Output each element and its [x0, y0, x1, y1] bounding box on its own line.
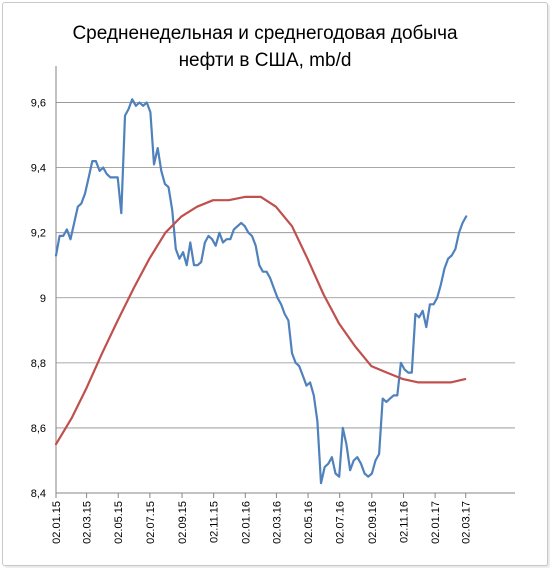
y-tick-label: 9,6 — [31, 98, 46, 110]
x-tick-label: 02.01.16 — [240, 501, 252, 544]
x-tick-label: 02.07.15 — [145, 501, 157, 544]
x-tick-label: 02.03.16 — [271, 501, 283, 544]
x-tick-label: 02.09.15 — [177, 501, 189, 544]
y-tick-label: 9,4 — [31, 163, 46, 175]
y-tick-label: 9,2 — [31, 228, 46, 240]
x-tick-label: 02.05.15 — [113, 501, 125, 544]
chart-title-line-1: Средненедельная и среднегодовая добыча — [72, 23, 458, 44]
y-tick-label: 8,4 — [31, 488, 46, 500]
gridlines — [56, 102, 515, 429]
x-tick-label: 02.05.16 — [303, 501, 315, 544]
series-lines — [54, 98, 468, 485]
x-tick-label: 02.09.16 — [367, 501, 379, 544]
y-tick-label: 8,6 — [31, 423, 46, 435]
x-tick-label: 02.01.15 — [51, 501, 63, 544]
x-axis-ticks: 02.01.15 02.03.15 02.05.15 02.07.15 02.09.15… — [51, 493, 473, 544]
x-tick-label: 02.11.15 — [209, 501, 221, 543]
x-tick-label: 02.03.17 — [461, 501, 473, 544]
y-axis-ticks: 8,4 8,6 8,8 9 9,2 9,4 9,6 — [31, 98, 46, 500]
x-tick-label: 02.03.15 — [82, 501, 94, 544]
chart-title-line-2: нефти в США, mb/d — [178, 50, 352, 71]
x-tick-label: 02.07.16 — [335, 501, 347, 544]
weekly-production-line — [54, 98, 468, 485]
x-tick-label: 02.01.17 — [430, 501, 442, 544]
annual-average-line — [54, 195, 467, 446]
axes — [55, 66, 515, 494]
chart-title: Средненедельная и среднегодовая добыча н… — [0, 20, 530, 74]
y-tick-label: 9 — [40, 293, 46, 305]
x-tick-label: 02.11.16 — [398, 501, 410, 543]
y-tick-label: 8,8 — [31, 358, 46, 370]
